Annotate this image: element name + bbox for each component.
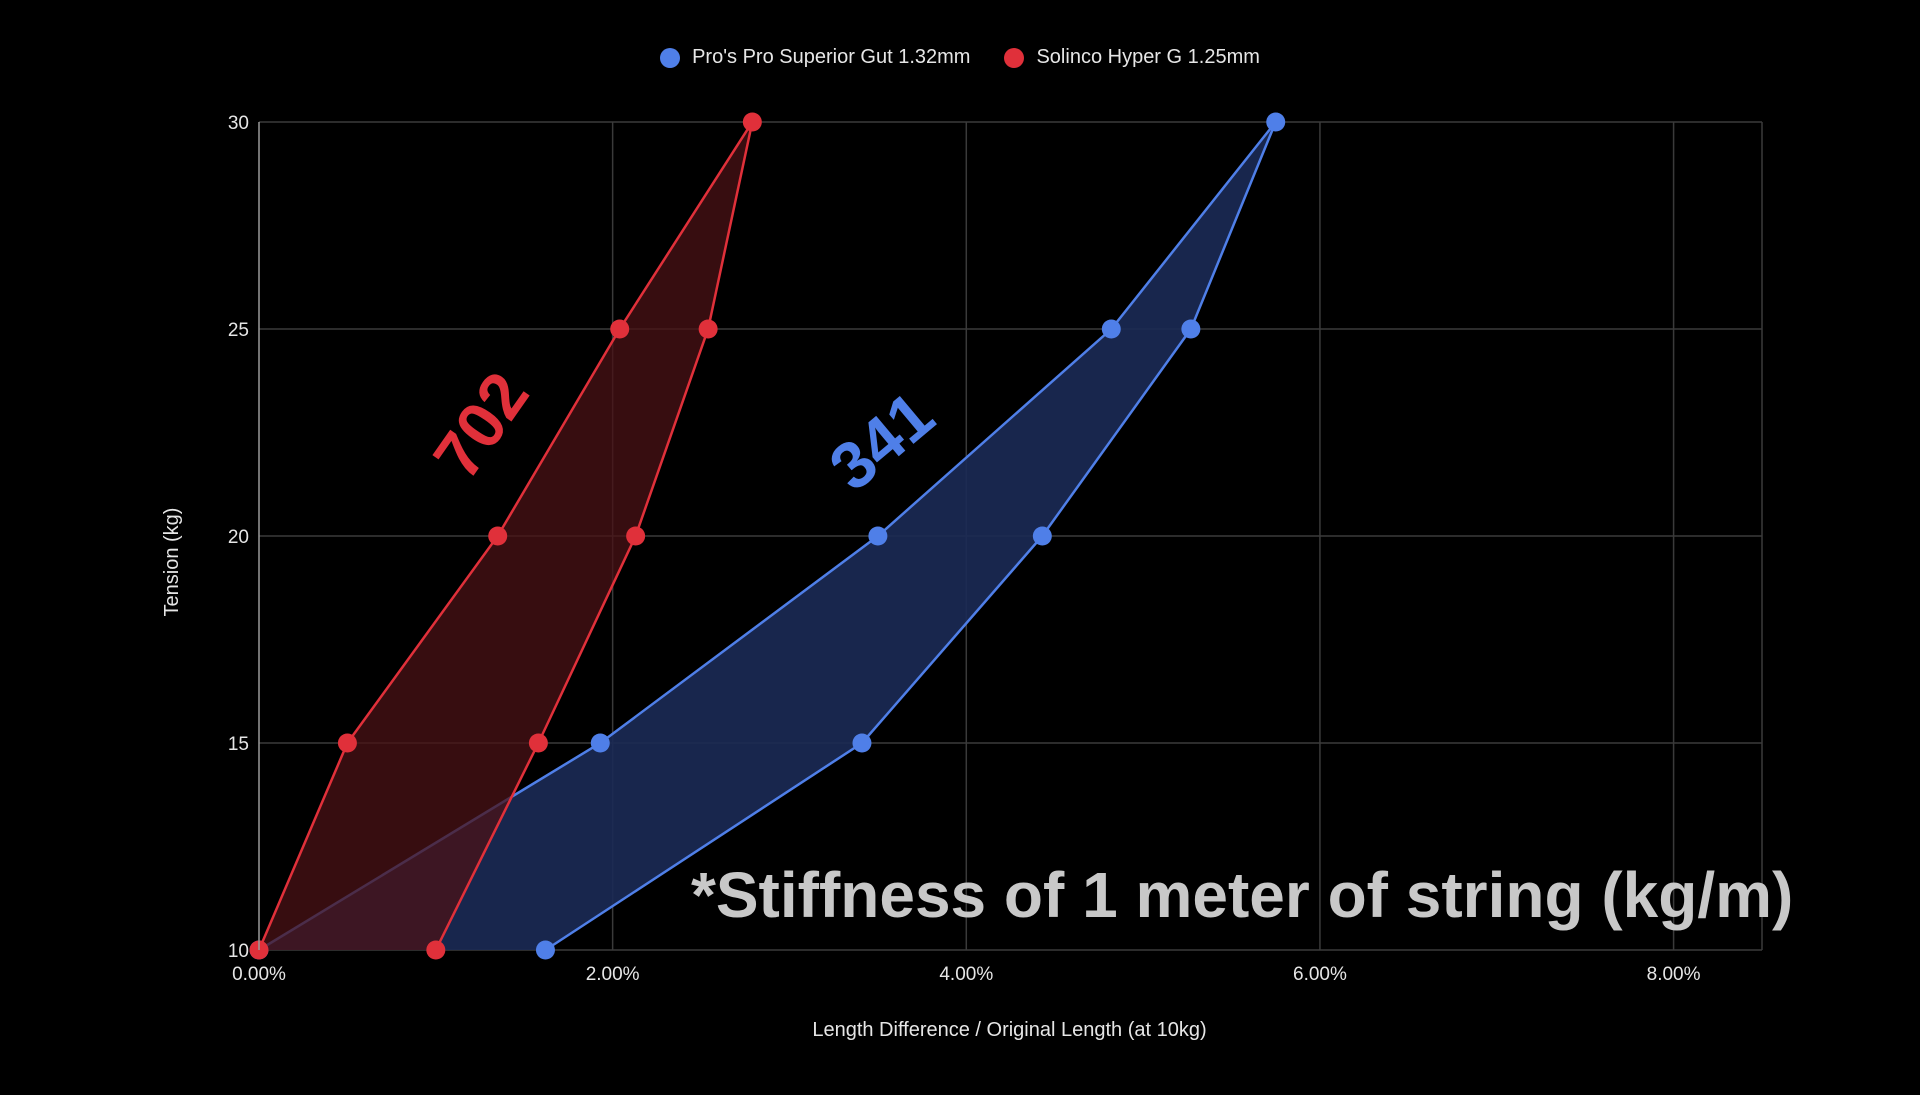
x-axis-title: Length Difference / Original Length (at … (812, 1019, 1206, 1041)
legend-label-gut: Pro's Pro Superior Gut 1.32mm (692, 46, 971, 68)
data-point-gut[interactable] (590, 733, 610, 753)
data-point-gut[interactable] (868, 526, 888, 546)
stiffness-footnote: *Stiffness of 1 meter of string (kg/m) (691, 859, 1793, 931)
stiffness-label-gut: 341 (815, 377, 947, 504)
legend-item-gut[interactable]: Pro's Pro Superior Gut 1.32mm (660, 46, 970, 69)
y-tick-label: 10 (228, 941, 249, 962)
data-point-hyper-g[interactable] (742, 112, 762, 132)
data-point-hyper-g[interactable] (337, 733, 357, 753)
x-tick-label: 8.00% (1647, 964, 1701, 985)
data-point-gut[interactable] (1266, 112, 1286, 132)
data-point-hyper-g[interactable] (488, 526, 508, 546)
data-point-hyper-g[interactable] (528, 733, 548, 753)
y-tick-label: 15 (228, 734, 249, 755)
x-tick-label: 4.00% (939, 964, 993, 985)
data-point-gut[interactable] (852, 733, 872, 753)
legend-marker-hyper-g (1004, 47, 1025, 68)
data-point-gut[interactable] (1032, 526, 1052, 546)
legend: Pro's Pro Superior Gut 1.32mm Solinco Hy… (0, 46, 1920, 69)
data-point-gut[interactable] (1101, 319, 1121, 339)
axes: 0.00% 2.00% 4.00% 6.00% 8.00% 10 15 20 25 30 Lengt… (161, 113, 1701, 1041)
x-tick-label: 2.00% (586, 964, 640, 985)
data-point-gut[interactable] (535, 940, 555, 960)
x-tick-label: 6.00% (1293, 964, 1347, 985)
data-point-hyper-g[interactable] (698, 319, 718, 339)
series-area-gut (259, 122, 1276, 950)
y-tick-label: 25 (228, 320, 249, 341)
stiffness-label-hyper-g: 702 (419, 359, 543, 492)
data-point-hyper-g[interactable] (426, 940, 446, 960)
y-tick-label: 30 (228, 113, 249, 134)
series-hyper-g (249, 112, 762, 960)
legend-label-hyper-g: Solinco Hyper G 1.25mm (1036, 46, 1260, 68)
legend-marker-gut (660, 47, 681, 68)
data-point-hyper-g[interactable] (626, 526, 646, 546)
x-tick-label: 0.00% (232, 964, 286, 985)
y-axis-title: Tension (kg) (161, 508, 183, 617)
legend-item-hyper-g[interactable]: Solinco Hyper G 1.25mm (1004, 46, 1260, 69)
data-point-hyper-g[interactable] (610, 319, 630, 339)
y-tick-label: 20 (228, 527, 249, 548)
data-point-gut[interactable] (1181, 319, 1201, 339)
